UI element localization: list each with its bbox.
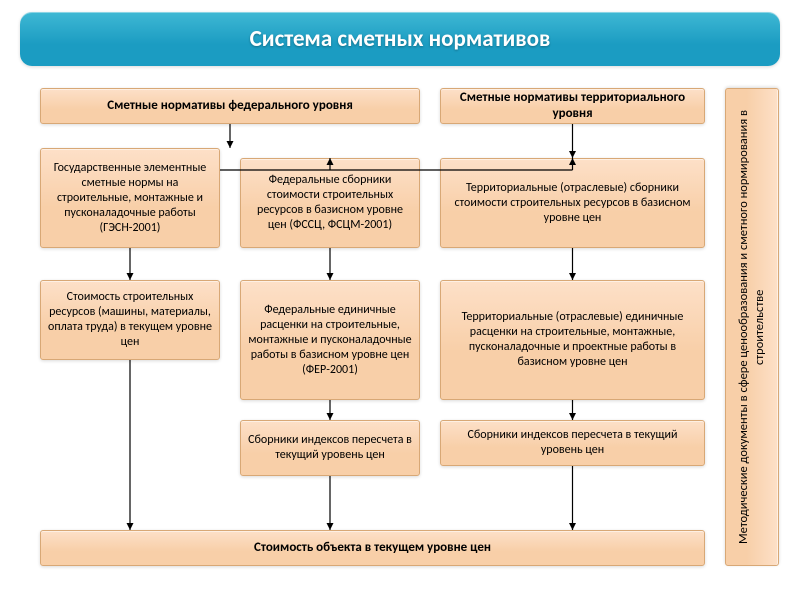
node-fed-index-collections: Сборники индексов пересчета в текущий ур…: [240, 420, 420, 476]
page-title: Система сметных нормативов: [20, 12, 780, 66]
header-territorial: Сметные нормативы территориального уровн…: [440, 88, 705, 124]
node-fssc-fscm-2001: Федеральные сборники стоимости строитель…: [240, 158, 420, 248]
node-terr-index-collections: Сборники индексов пересчета в текущий ур…: [440, 420, 705, 466]
node-gesn-2001: Государственные элементные сметные нормы…: [40, 148, 220, 248]
node-resource-cost-current: Стоимость строительных ресурсов (машины,…: [40, 280, 220, 360]
node-fer-2001: Федеральные единичные расценки на строит…: [240, 280, 420, 400]
footer-total-cost: Стоимость объекта в текущем уровне цен: [40, 530, 705, 566]
header-federal: Сметные нормативы федерального уровня: [40, 88, 420, 124]
sidebar-methodical-docs: Методические документы в сфере ценообраз…: [725, 88, 779, 566]
node-terr-resource-collections: Территориальные (отраслевые) сборники ст…: [440, 158, 705, 248]
node-terr-unit-prices: Территориальные (отраслевые) единичные р…: [440, 280, 705, 400]
